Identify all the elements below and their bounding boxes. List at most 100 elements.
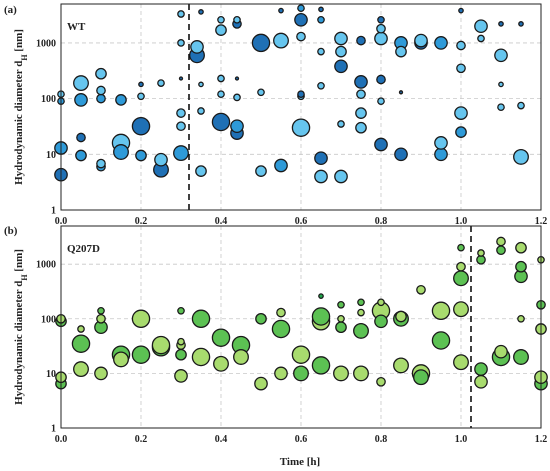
data-point (195, 165, 207, 177)
data-point (337, 120, 345, 128)
x-tick-label: 0.2 (135, 434, 148, 445)
y-tick-label: 10 (46, 150, 56, 161)
data-point (517, 101, 525, 110)
data-point (215, 24, 227, 36)
data-point (175, 348, 187, 361)
data-point (178, 76, 184, 81)
data-point (453, 301, 469, 318)
data-point (398, 90, 404, 95)
y-axis-title-sub: H (20, 274, 29, 281)
data-point (151, 335, 171, 355)
data-point (374, 314, 388, 329)
data-point (74, 93, 88, 107)
y-tick-labels: 1 10 100 1000 (36, 260, 56, 435)
data-point (513, 349, 529, 365)
data-point (377, 97, 385, 106)
data-point (457, 243, 465, 252)
data-point (234, 76, 240, 81)
data-point (113, 351, 129, 368)
x-tick-label: 0.4 (215, 216, 228, 227)
data-point (251, 33, 271, 53)
data-point (334, 31, 348, 46)
data-point (77, 325, 85, 333)
data-point (217, 74, 225, 83)
data-point (174, 369, 188, 383)
x-tick-label: 1.0 (455, 216, 468, 227)
data-point (138, 81, 144, 88)
data-point (291, 118, 311, 137)
data-point (334, 169, 348, 184)
panel-label: (b) (4, 225, 18, 237)
y-axis-title-sub: H (20, 54, 29, 61)
data-point (95, 67, 107, 80)
data-point (376, 23, 386, 34)
y-axis-title: Hydrodynamic diameter dH [nm] (13, 29, 29, 185)
data-point (317, 81, 325, 90)
data-point (355, 107, 367, 119)
data-point (294, 12, 308, 27)
data-point (431, 331, 451, 350)
data-point (276, 307, 286, 318)
y-axis-title-main: Hydrodynamic diameter d (13, 281, 25, 405)
y-axis-title-unit: [nm] (13, 29, 25, 54)
data-point (273, 32, 289, 49)
x-tick-label: 0.4 (215, 434, 228, 445)
data-point (476, 254, 486, 265)
data-point (477, 249, 485, 257)
panel-label: (a) (4, 4, 17, 16)
y-tick-label: 100 (41, 94, 56, 105)
data-point (131, 116, 151, 136)
data-point (177, 39, 185, 47)
data-point (233, 93, 241, 102)
data-point (498, 21, 504, 27)
data-point (213, 355, 229, 372)
data-point (333, 365, 349, 382)
data-point (191, 347, 211, 367)
data-point (230, 119, 244, 134)
data-point (455, 126, 467, 138)
data-point (434, 136, 448, 150)
data-point (355, 121, 367, 134)
data-point (197, 107, 205, 115)
data-point (173, 145, 189, 162)
data-point (395, 310, 407, 323)
data-point (198, 81, 204, 88)
data-point (157, 79, 165, 87)
data-point (335, 321, 347, 334)
data-point (494, 48, 508, 63)
series-label: Q207D (67, 243, 100, 255)
data-point (317, 47, 325, 56)
data-point (497, 103, 505, 112)
data-point (233, 349, 249, 365)
data-point (496, 245, 506, 256)
data-point (513, 148, 529, 165)
data-point (96, 158, 106, 169)
data-point (198, 9, 204, 15)
x-tick-label: 0.2 (135, 216, 148, 227)
y-tick-label: 1 (51, 206, 56, 217)
data-point (374, 31, 388, 46)
data-point (296, 31, 306, 42)
data-point (297, 4, 305, 13)
data-point (434, 36, 448, 50)
data-point (515, 260, 527, 273)
data-point (255, 312, 267, 325)
data-point (498, 81, 504, 88)
data-point (434, 147, 448, 162)
x-tick-labels: 0.0 0.2 0.4 0.6 0.8 1.0 1.2 (55, 216, 548, 227)
data-point (191, 309, 211, 329)
x-tick-labels: 0.0 0.2 0.4 0.6 0.8 1.0 1.2 (55, 434, 548, 445)
data-point (395, 45, 407, 58)
data-point (376, 376, 386, 387)
data-point (96, 85, 106, 96)
data-point (113, 144, 129, 160)
data-point (357, 308, 365, 317)
data-point (75, 149, 87, 162)
data-point (293, 365, 309, 382)
data-point (176, 108, 186, 118)
data-point (131, 345, 151, 364)
y-tick-label: 100 (41, 314, 56, 325)
data-point (177, 337, 185, 346)
y-tick-labels: 1 10 100 1000 (36, 38, 56, 216)
